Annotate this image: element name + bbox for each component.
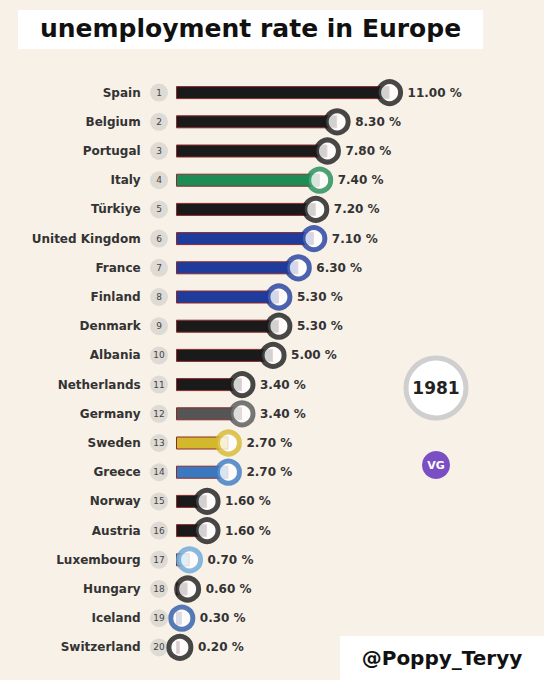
- svg-text:9: 9: [156, 321, 162, 331]
- svg-text:11: 11: [153, 380, 164, 390]
- svg-text:Portugal: Portugal: [83, 144, 141, 158]
- svg-text:0.70 %: 0.70 %: [208, 553, 254, 567]
- svg-text:Greece: Greece: [93, 465, 140, 479]
- svg-text:3: 3: [156, 146, 162, 156]
- svg-text:Belgium: Belgium: [86, 115, 141, 129]
- svg-text:0.60 %: 0.60 %: [206, 582, 252, 596]
- svg-text:11.00 %: 11.00 %: [408, 86, 462, 100]
- svg-text:12: 12: [153, 409, 164, 419]
- svg-text:Switzerland: Switzerland: [61, 640, 141, 654]
- svg-text:5.30 %: 5.30 %: [297, 290, 343, 304]
- svg-text:@Poppy_Teryy: @Poppy_Teryy: [362, 646, 523, 670]
- svg-text:Denmark: Denmark: [80, 319, 142, 333]
- svg-text:3.40 %: 3.40 %: [260, 378, 306, 392]
- svg-text:2.70 %: 2.70 %: [246, 436, 292, 450]
- svg-text:Türkiye: Türkiye: [91, 202, 141, 216]
- svg-text:18: 18: [153, 584, 165, 594]
- svg-text:5.30 %: 5.30 %: [297, 319, 343, 333]
- svg-text:France: France: [95, 261, 140, 275]
- svg-text:8: 8: [156, 292, 162, 302]
- svg-text:16: 16: [153, 526, 165, 536]
- svg-text:0.30 %: 0.30 %: [200, 611, 246, 625]
- svg-text:2: 2: [156, 117, 162, 127]
- svg-text:Austria: Austria: [92, 524, 141, 538]
- svg-text:13: 13: [153, 438, 164, 448]
- svg-text:Sweden: Sweden: [88, 436, 141, 450]
- svg-text:5.00 %: 5.00 %: [291, 348, 337, 362]
- svg-text:17: 17: [153, 555, 164, 565]
- svg-text:1: 1: [156, 88, 162, 98]
- svg-text:3.40 %: 3.40 %: [260, 407, 306, 421]
- svg-text:20: 20: [153, 642, 165, 652]
- svg-text:Hungary: Hungary: [83, 582, 141, 596]
- svg-text:0.20 %: 0.20 %: [198, 640, 244, 654]
- svg-text:Spain: Spain: [103, 86, 141, 100]
- svg-text:19: 19: [153, 613, 165, 623]
- svg-text:Luxembourg: Luxembourg: [56, 553, 140, 567]
- svg-text:10: 10: [153, 350, 165, 360]
- svg-text:United Kingdom: United Kingdom: [32, 232, 141, 246]
- svg-text:Norway: Norway: [90, 494, 141, 508]
- svg-text:15: 15: [153, 496, 164, 506]
- svg-text:7.40 %: 7.40 %: [338, 173, 384, 187]
- svg-text:Finland: Finland: [90, 290, 140, 304]
- svg-text:6: 6: [156, 234, 162, 244]
- svg-text:4: 4: [156, 175, 162, 185]
- svg-text:Germany: Germany: [80, 407, 141, 421]
- svg-text:5: 5: [156, 204, 162, 214]
- svg-text:7.20 %: 7.20 %: [334, 202, 380, 216]
- svg-text:1.60 %: 1.60 %: [225, 494, 271, 508]
- svg-text:7: 7: [156, 263, 162, 273]
- svg-text:1981: 1981: [412, 378, 459, 398]
- svg-text:8.30 %: 8.30 %: [355, 115, 401, 129]
- svg-text:14: 14: [153, 467, 165, 477]
- svg-text:unemployment rate in Europe: unemployment rate in Europe: [40, 14, 461, 43]
- svg-text:Albania: Albania: [90, 348, 141, 362]
- svg-text:1.60 %: 1.60 %: [225, 524, 271, 538]
- svg-text:2.70 %: 2.70 %: [246, 465, 292, 479]
- svg-text:7.10 %: 7.10 %: [332, 232, 378, 246]
- svg-text:Iceland: Iceland: [92, 611, 141, 625]
- svg-text:Italy: Italy: [110, 173, 140, 187]
- svg-text:7.80 %: 7.80 %: [345, 144, 391, 158]
- svg-text:Netherlands: Netherlands: [58, 378, 141, 392]
- svg-text:6.30 %: 6.30 %: [316, 261, 362, 275]
- svg-text:VG: VG: [427, 459, 445, 472]
